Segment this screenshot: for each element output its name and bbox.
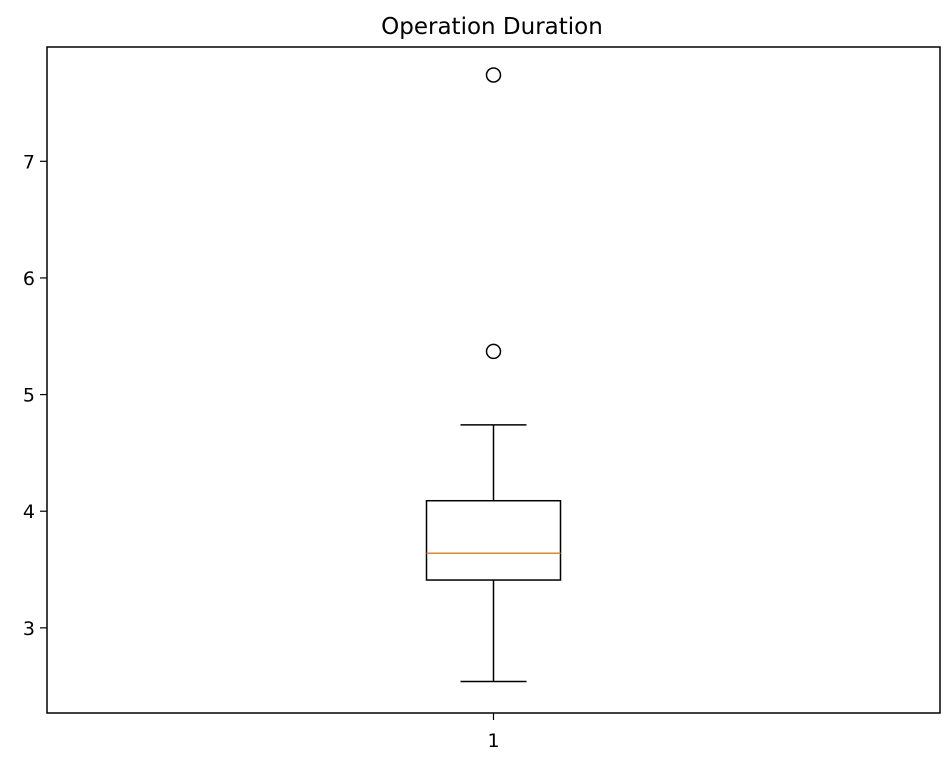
y-tick-label: 6	[23, 268, 35, 290]
outlier-point	[485, 67, 502, 83]
iqr-box	[425, 499, 562, 581]
boxplot-series	[425, 67, 562, 683]
y-tick-label: 7	[23, 151, 35, 173]
y-axis: 3 4 5 6 7	[23, 151, 47, 640]
y-tick-label: 5	[23, 385, 35, 407]
x-tick-label: 1	[487, 730, 499, 752]
y-tick-label: 3	[23, 618, 35, 640]
plot-area-frame	[46, 46, 941, 714]
chart-title: Operation Duration	[381, 14, 603, 40]
outlier-point	[485, 343, 502, 360]
x-axis: 1	[487, 713, 500, 752]
y-tick-label: 4	[23, 501, 35, 523]
